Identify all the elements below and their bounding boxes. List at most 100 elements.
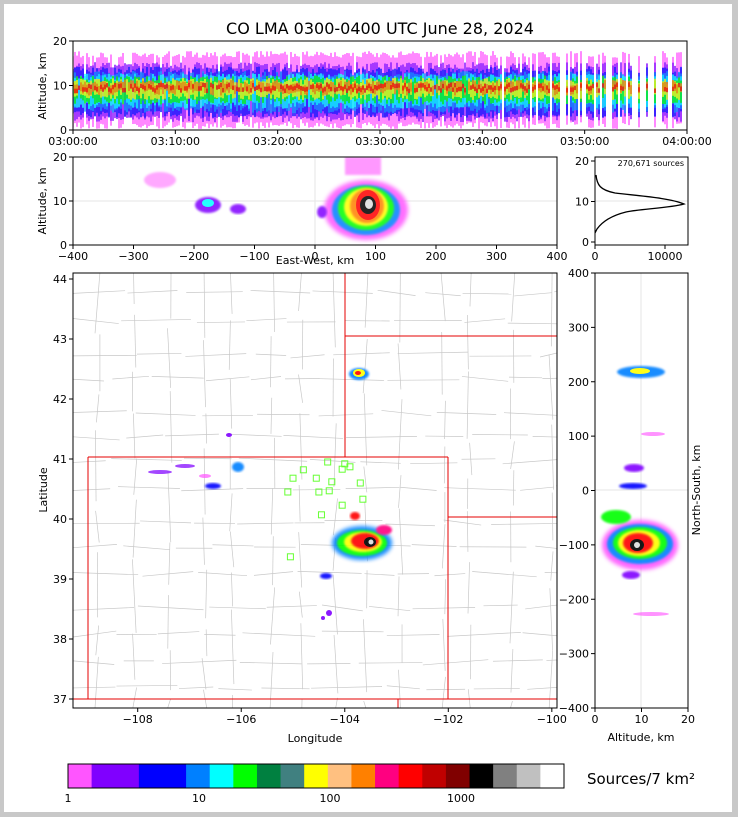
hs-y-label: 0 [582, 236, 589, 249]
pv-y-label: 41 [53, 453, 67, 466]
colorbar-tick-label: 100 [320, 792, 341, 805]
east-west-x-ticks: −400 −300 −200 −100 0 100 200 300 400 [58, 245, 568, 263]
east-west-panel: −400 −300 −200 −100 0 100 200 300 400 0 10 20 East… [36, 151, 568, 267]
plan-sources [148, 368, 392, 620]
pv-x-label: −100 [537, 713, 567, 726]
colorbar-swatch [186, 764, 211, 788]
north-south-x-ticks: 0 10 20 [592, 708, 695, 726]
plan-view-xlabel: Longitude [288, 732, 343, 745]
ew-storm-core [365, 199, 373, 209]
plan-view-x-ticks: −108 −106 −104 −102 −100 [123, 708, 567, 726]
ns-y-label: 0 [582, 485, 589, 498]
ew-cell-2-core [202, 199, 214, 207]
ns-y-label: −200 [559, 593, 589, 606]
colorbar-swatch [91, 764, 116, 788]
pv-y-label: 44 [53, 273, 67, 286]
chart-title: CO LMA 0300-0400 UTC June 28, 2024 [226, 19, 534, 38]
colorbar-swatch [516, 764, 541, 788]
ns-x-label: 10 [635, 713, 649, 726]
east-west-y-ticks: 0 10 20 [53, 151, 73, 252]
pv-x-label: −106 [226, 713, 256, 726]
lma-station-marker [325, 487, 333, 495]
ew-x-label: 100 [365, 250, 386, 263]
north-south-sources [595, 273, 688, 708]
ns-y-label: 200 [568, 376, 589, 389]
lma-figure: CO LMA 0300-0400 UTC June 28, 2024 03:00… [36, 19, 712, 805]
colorbar-segments [68, 764, 565, 788]
plan-view-frame [72, 272, 558, 709]
th-x-label: 03:10:00 [151, 135, 200, 148]
ew-x-label: 0 [312, 250, 319, 263]
colorbar-swatch [469, 764, 494, 788]
plan-view-y-ticks: 37 38 39 40 41 42 43 44 [53, 273, 73, 706]
histogram-y-ticks: 0 10 20 [575, 155, 595, 249]
plan-view-map [73, 273, 557, 708]
colorbar-frame [67, 763, 565, 789]
histogram-x-ticks: 0 10000 [592, 245, 683, 263]
colorbar-swatch [375, 764, 400, 788]
colorbar-swatch [162, 764, 187, 788]
county-boundaries [73, 273, 557, 708]
ns-y-label: 100 [568, 430, 589, 443]
colorbar-tick-label: 10 [192, 792, 206, 805]
colorbar-tick-label: 1 [65, 792, 72, 805]
north-south-ylabel: North-South, km [690, 445, 703, 536]
ew-x-label: 400 [547, 250, 568, 263]
ew-x-label: −200 [179, 250, 209, 263]
pv-x-label: −102 [433, 713, 463, 726]
ew-grid [73, 157, 557, 245]
ew-cell-5 [317, 206, 327, 218]
lma-station-marker [284, 488, 292, 496]
lma-station-marker [299, 466, 307, 474]
th-x-label: 04:00:00 [662, 135, 711, 148]
colorbar-swatch [115, 764, 140, 788]
ew-x-label: −100 [239, 250, 269, 263]
pv-y-label: 38 [53, 633, 67, 646]
colorbar-swatch [138, 764, 163, 788]
pv-y-label: 42 [53, 393, 67, 406]
ew-x-label: 200 [426, 250, 447, 263]
east-west-sources [73, 157, 557, 245]
lma-station-marker [328, 478, 336, 486]
hs-y-label: 10 [575, 196, 589, 209]
time-height-ylabel: Altitude, km [36, 52, 49, 119]
colorbar-swatch [445, 764, 471, 788]
ns-y-label: −100 [559, 539, 589, 552]
th-y-label: 20 [53, 35, 67, 48]
time-height-x-ticks: 03:00:00 03:10:00 03:20:00 03:30:00 03:40:00… [48, 130, 712, 148]
hs-x-label: 0 [592, 250, 599, 263]
colorbar-swatch [256, 764, 282, 788]
altitude-histogram-curve [594, 174, 686, 234]
th-x-label: 03:50:00 [560, 135, 609, 148]
lma-station-marker [289, 474, 297, 482]
lma-station-marker [315, 488, 323, 496]
lma-station-marker [286, 553, 294, 561]
ew-x-label: −300 [118, 250, 148, 263]
figure-frame: CO LMA 0300-0400 UTC June 28, 2024 03:00… [4, 4, 732, 812]
hs-y-label: 20 [575, 155, 589, 168]
colorbar-swatch [327, 764, 352, 788]
north-south-xlabel: Altitude, km [607, 731, 674, 744]
th-y-label: 0 [60, 124, 67, 137]
colorbar-swatch [233, 764, 258, 788]
hs-x-label: 10000 [648, 250, 683, 263]
colorbar-swatch [351, 764, 376, 788]
lma-station-marker [338, 501, 346, 509]
pv-y-label: 37 [53, 693, 67, 706]
pv-y-label: 39 [53, 573, 67, 586]
lma-station-marker [359, 495, 367, 503]
lma-station-marker [317, 511, 325, 519]
th-x-label: 03:40:00 [458, 135, 507, 148]
pv-x-label: −104 [330, 713, 360, 726]
pv-y-label: 40 [53, 513, 67, 526]
colorbar-swatch [398, 764, 423, 788]
north-south-y-ticks: −400 −300 −200 −100 0 100 200 300 400 [559, 267, 595, 715]
th-x-label: 03:30:00 [355, 135, 404, 148]
plan-view-panel: −108 −106 −104 −102 −100 37 38 39 40 41 42 43 44 Lo… [37, 272, 567, 745]
lma-station-marker [346, 463, 354, 471]
time-height-panel: 03:00:00 03:10:00 03:20:00 03:30:00 03:40:00… [36, 35, 712, 148]
ew-cell-4 [144, 172, 176, 188]
colorbar-swatch [422, 764, 447, 788]
lma-station-marker [312, 474, 320, 482]
ns-y-label: 300 [568, 321, 589, 334]
